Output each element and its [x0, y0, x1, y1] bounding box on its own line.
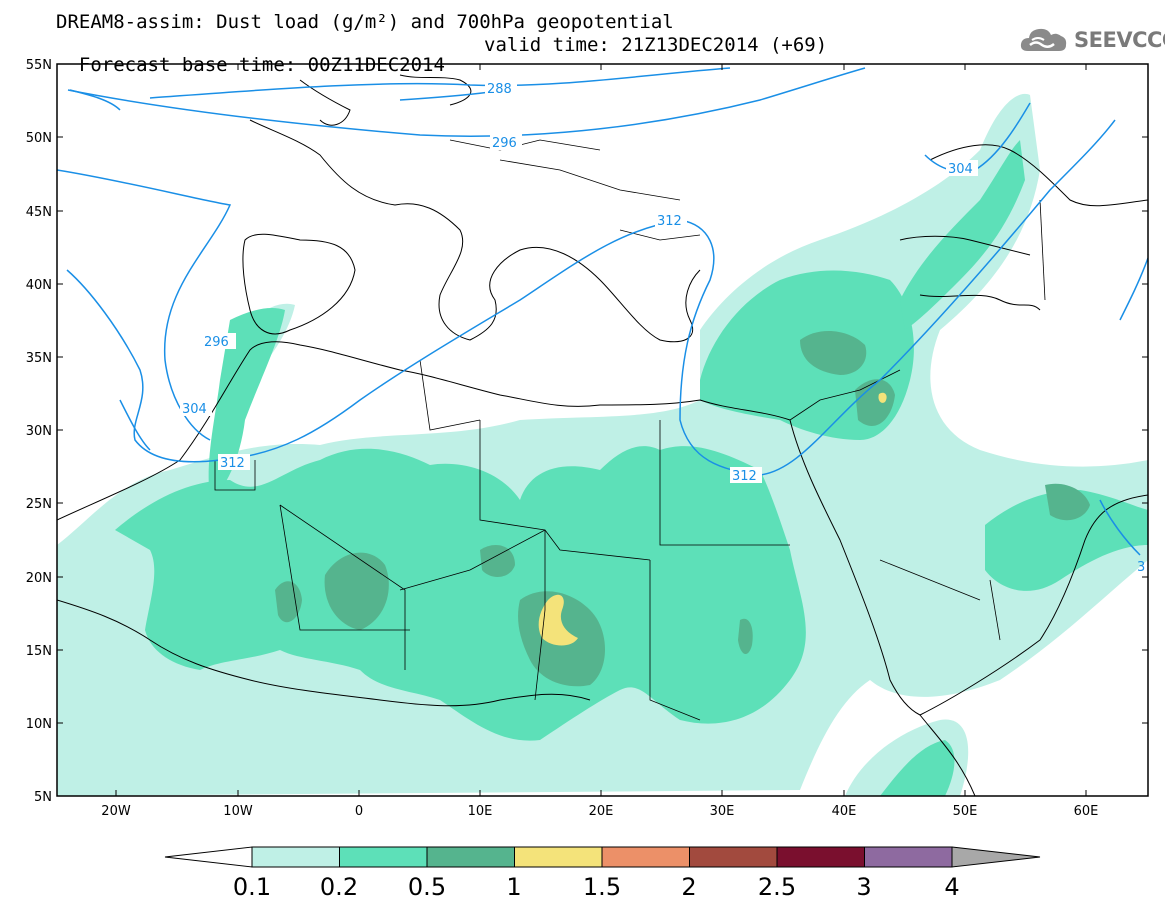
lon-tick-label: 60E — [1074, 804, 1099, 819]
colorbar-label: 2 — [681, 873, 697, 901]
contour-label: 3 — [1137, 560, 1145, 575]
lon-tick-label: 30E — [710, 804, 735, 819]
colorbar-over-arrow — [951, 846, 1041, 868]
map-title: DREAM8-assim: Dust load (g/m²) and 700hP… — [56, 11, 674, 33]
lat-tick-label: 10N — [26, 717, 52, 732]
contour-label: 288 — [487, 82, 512, 97]
lon-tick-label: 50E — [953, 804, 978, 819]
lat-tick-label: 55N — [26, 58, 52, 73]
contour-labels: 288 296 296 304 304 312 312 312 3 — [180, 80, 1145, 575]
forecast-base-time: Forecast base time: 00Z11DEC2014 — [78, 54, 445, 76]
colorbar-cell — [776, 846, 865, 868]
colorbar-cell — [689, 846, 778, 868]
colorbar-cell — [601, 846, 690, 868]
lat-tick-label: 5N — [34, 790, 52, 805]
contour-label: 312 — [657, 214, 682, 229]
lat-tick-label: 25N — [26, 497, 52, 512]
cloud-icon — [1020, 28, 1067, 51]
lon-tick-label: 20E — [589, 804, 614, 819]
colorbar-cell — [426, 846, 515, 868]
lon-tick-label: 40E — [832, 804, 857, 819]
lat-tick-label: 45N — [26, 205, 52, 220]
dust-peak-area — [538, 392, 887, 646]
colorbar-label: 2.5 — [757, 873, 797, 901]
lon-tick-label: 10E — [468, 804, 493, 819]
lat-tick-label: 15N — [26, 644, 52, 659]
coastlines — [57, 74, 1148, 796]
contour-label: 304 — [182, 402, 207, 417]
colorbar-label: 1 — [506, 873, 522, 901]
lon-tick-label: 10W — [223, 804, 253, 819]
lon-tick-labels: 20W 10W 0 10E 20E 30E 40E 50E 60E — [101, 804, 1098, 819]
lon-tick-label: 0 — [355, 804, 363, 819]
lat-tick-labels: 5N 10N 15N 20N 25N 30N 35N 40N 45N 50N 5… — [26, 58, 52, 805]
contour-label: 304 — [948, 162, 973, 177]
colorbar-under-arrow — [164, 846, 253, 868]
lat-tick-label: 35N — [26, 351, 52, 366]
lat-tick-label: 50N — [26, 131, 52, 146]
lon-axis — [115, 64, 1087, 796]
colorbar-cell — [339, 846, 428, 868]
lat-tick-label: 30N — [26, 424, 52, 439]
contour-label: 312 — [220, 456, 245, 471]
colorbar-label: 0.1 — [232, 873, 272, 901]
colorbar-cell — [864, 846, 953, 868]
colorbar-cell — [251, 846, 340, 868]
colorbar — [164, 846, 1041, 868]
logo-text: SEEVCCC — [1074, 28, 1165, 52]
lat-tick-label: 40N — [26, 278, 52, 293]
contour-label: 296 — [492, 136, 517, 151]
colorbar-label: 0.2 — [319, 873, 359, 901]
lat-axis — [57, 63, 1148, 797]
seevccc-logo: SEEVCCC — [1018, 24, 1165, 56]
colorbar-cell — [514, 846, 603, 868]
forecast-time-line: Forecast base time: 00Z11DEC2014 valid t… — [56, 35, 827, 95]
colorbar-label: 0.5 — [407, 873, 447, 901]
colorbar-label: 4 — [944, 873, 960, 901]
contour-label: 296 — [204, 335, 229, 350]
contour-label: 312 — [732, 469, 757, 484]
valid-time: valid time: 21Z13DEC2014 (+69) — [484, 34, 828, 56]
lat-tick-label: 20N — [26, 571, 52, 586]
lon-tick-label: 20W — [101, 804, 131, 819]
colorbar-label: 1.5 — [582, 873, 622, 901]
colorbar-label: 3 — [856, 873, 872, 901]
